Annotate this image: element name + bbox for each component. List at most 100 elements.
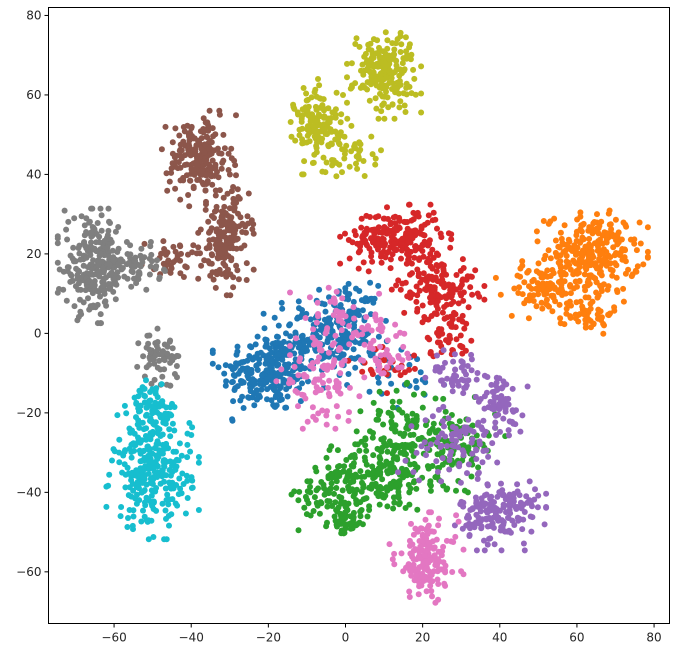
scatter-point <box>141 513 148 520</box>
scatter-point <box>591 219 598 225</box>
scatter-point <box>556 301 563 308</box>
scatter-point <box>427 556 434 563</box>
scatter-point <box>490 406 497 413</box>
scatter-point <box>361 374 368 381</box>
scatter-point <box>296 342 303 349</box>
scatter-point <box>417 369 424 376</box>
scatter-point <box>571 259 578 266</box>
scatter-point <box>519 258 526 265</box>
scatter-point <box>173 363 180 369</box>
scatter-point <box>355 249 362 256</box>
scatter-point <box>216 266 223 273</box>
scatter-point <box>500 491 507 498</box>
scatter-point <box>574 216 581 223</box>
scatter-point <box>374 37 381 44</box>
scatter-point <box>564 242 571 249</box>
scatter-point <box>418 225 425 232</box>
scatter-point <box>268 397 275 404</box>
x-tick-label: −20 <box>256 631 281 645</box>
scatter-point <box>146 458 152 465</box>
scatter-point <box>168 169 175 176</box>
scatter-point <box>333 485 340 491</box>
scatter-point <box>227 234 234 241</box>
scatter-point <box>543 490 550 497</box>
scatter-point <box>509 407 516 414</box>
scatter-point <box>337 345 344 352</box>
scatter-point <box>390 505 397 512</box>
scatter-point <box>222 382 229 389</box>
scatter-point <box>274 333 280 340</box>
scatter-point <box>159 373 166 380</box>
scatter-point <box>382 29 389 36</box>
scatter-point <box>347 454 354 460</box>
scatter-point <box>415 270 422 277</box>
scatter-point <box>396 72 403 79</box>
scatter-point <box>102 298 109 305</box>
scatter-point <box>201 149 208 156</box>
scatter-point <box>526 283 532 290</box>
scatter-point <box>77 308 84 315</box>
scatter-point <box>121 273 128 280</box>
scatter-point <box>640 261 647 268</box>
scatter-point <box>389 556 396 563</box>
scatter-point <box>153 385 160 392</box>
scatter-point <box>444 375 451 382</box>
scatter-point <box>387 221 394 228</box>
scatter-point <box>223 292 230 299</box>
scatter-point <box>313 319 320 326</box>
scatter-point <box>435 522 442 529</box>
scatter-point <box>406 588 413 595</box>
scatter-point <box>346 384 353 391</box>
scatter-point <box>335 413 342 420</box>
scatter-point <box>183 172 190 179</box>
scatter-point <box>361 473 368 480</box>
scatter-point <box>428 588 435 594</box>
scatter-point <box>535 492 542 499</box>
scatter-point <box>234 343 241 350</box>
scatter-point <box>320 114 327 121</box>
scatter-point <box>206 107 213 114</box>
scatter-point <box>125 515 131 521</box>
scatter-point <box>158 351 165 358</box>
scatter-point <box>436 515 442 522</box>
scatter-point <box>432 599 439 606</box>
scatter-point <box>392 455 398 462</box>
scatter-point <box>423 588 430 595</box>
scatter-point <box>521 509 528 515</box>
scatter-point <box>516 284 523 291</box>
scatter-point <box>313 128 320 135</box>
scatter-point <box>325 464 332 471</box>
scatter-point <box>389 468 396 475</box>
scatter-point <box>370 63 377 70</box>
scatter-point <box>532 486 538 493</box>
scatter-point <box>283 362 290 369</box>
scatter-point <box>275 322 282 329</box>
scatter-point <box>360 357 367 364</box>
scatter-point <box>395 277 402 284</box>
scatter-point <box>398 41 405 48</box>
scatter-point <box>385 409 392 416</box>
scatter-point <box>346 163 353 170</box>
scatter-point <box>161 446 168 452</box>
scatter-point <box>210 133 217 140</box>
scatter-point <box>552 237 559 244</box>
scatter-point <box>471 521 478 528</box>
scatter-point <box>262 343 269 350</box>
scatter-point <box>164 350 171 357</box>
scatter-point <box>333 378 340 384</box>
scatter-point <box>413 298 420 305</box>
scatter-point <box>144 332 151 339</box>
scatter-point <box>378 80 385 87</box>
scatter-point <box>484 541 491 548</box>
scatter-point <box>168 265 175 272</box>
scatter-point <box>135 434 141 441</box>
scatter-point <box>453 272 460 278</box>
scatter-point <box>109 457 115 464</box>
scatter-point <box>282 348 289 355</box>
scatter-point <box>329 503 336 509</box>
scatter-point <box>366 507 373 513</box>
scatter-point <box>153 342 160 349</box>
scatter-point <box>321 491 328 498</box>
scatter-point <box>220 131 227 138</box>
scatter-point <box>89 304 96 311</box>
